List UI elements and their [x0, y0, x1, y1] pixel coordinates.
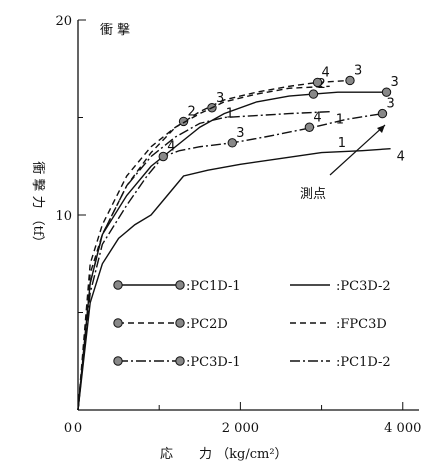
data-point: [345, 75, 355, 86]
x-tick-label: 0: [64, 421, 72, 436]
axes: 0 2 000 4 000 10 20 0: [55, 14, 421, 436]
point-label: 3: [391, 75, 399, 90]
legend-label-pc3d-2: :PC3D-2: [336, 279, 391, 294]
point-label: 2: [188, 104, 196, 119]
data-point: [158, 151, 168, 162]
chart-title: 衝 撃: [100, 22, 130, 38]
point-label: 3: [236, 126, 244, 141]
legend-label-pc2d: :PC2D: [186, 317, 228, 332]
data-point: [227, 138, 237, 148]
data-point: [178, 116, 189, 127]
legend-marker: [175, 356, 185, 366]
series-line-pc1d-2: [77, 110, 330, 411]
legend-marker: [113, 280, 123, 290]
x-axis-label: 応 力 （kg/cm²）: [160, 447, 288, 462]
point-label: 1: [336, 113, 344, 128]
data-point: [381, 87, 392, 97]
point-label: 4: [167, 140, 175, 155]
point-label: 4: [313, 110, 321, 125]
legend-marker: [113, 318, 123, 328]
data-point: [304, 122, 315, 132]
legend-marker: [175, 280, 185, 290]
series-line-pc3d-2: [77, 148, 391, 411]
annotation-arrowhead: [377, 125, 385, 133]
data-point: [312, 77, 323, 88]
y-axis-label: 衝 撃 力 （tf）: [30, 161, 46, 248]
x-tick-label: 4 000: [384, 421, 421, 436]
y-tick-label: 10: [55, 209, 72, 224]
point-label: 1: [226, 107, 234, 122]
legend-label-pc3d-1: :PC3D-1: [186, 355, 241, 370]
series-line-fpc3d: [77, 85, 330, 411]
point-label: 4: [322, 65, 330, 80]
annotation-arrow: [329, 124, 386, 176]
annotation-label: 測点: [300, 187, 326, 202]
legend-marker: [175, 318, 185, 328]
series-layer: 23234343434111: [77, 63, 405, 411]
legend: :PC1D-1 :PC3D-2 :PC2D :FPC3D :PC3D-1 :PC1D-2: [113, 279, 391, 370]
point-label: 3: [354, 63, 362, 78]
legend-label-pc1d-1: :PC1D-1: [186, 279, 241, 294]
y-tick-label: 20: [55, 14, 72, 29]
series-line-pc1d-1: [77, 91, 387, 411]
point-label: 4: [397, 150, 405, 165]
legend-marker: [113, 356, 123, 366]
data-point: [377, 108, 388, 119]
point-label: 1: [338, 136, 346, 151]
x-tick-label: 0: [74, 421, 82, 436]
data-point: [308, 89, 319, 99]
point-label: 3: [216, 91, 224, 106]
legend-label-fpc3d: :FPC3D: [336, 317, 387, 332]
legend-label-pc1d-2: :PC1D-2: [336, 355, 391, 370]
point-label: 3: [386, 97, 394, 112]
x-tick-label: 2 000: [222, 421, 259, 436]
